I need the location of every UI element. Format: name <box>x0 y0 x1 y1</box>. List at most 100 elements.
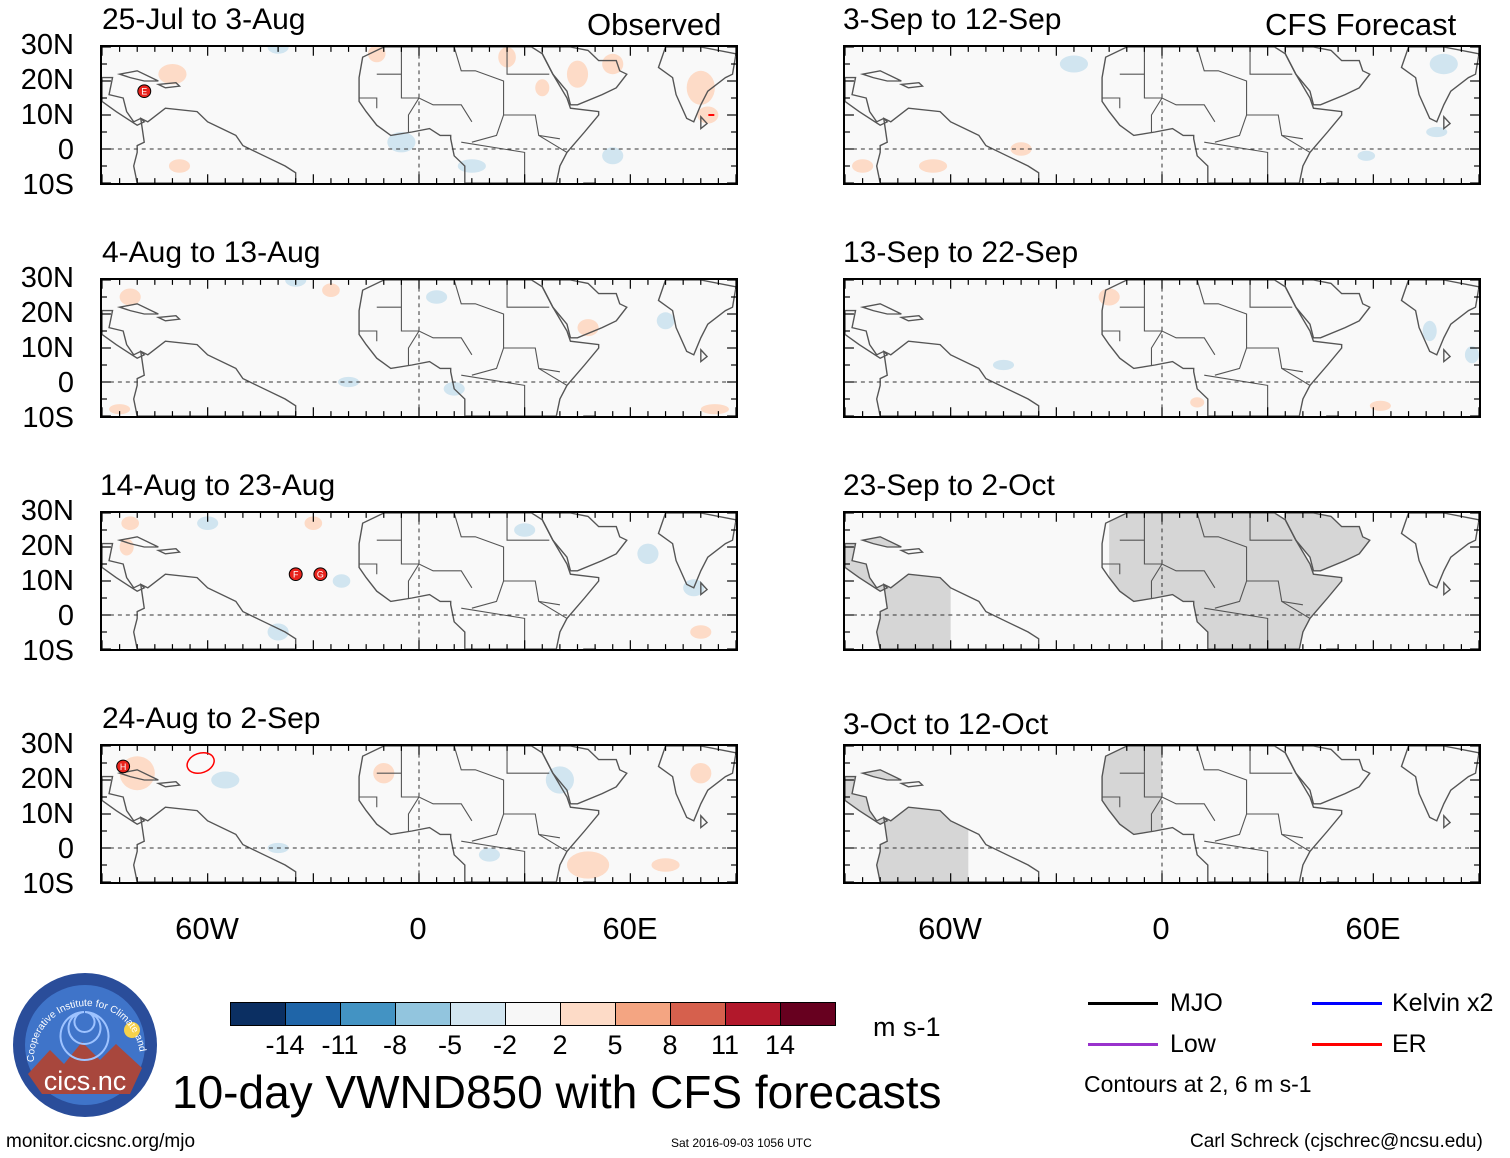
country-border <box>1150 330 1163 365</box>
country-border <box>1102 796 1121 808</box>
country-border <box>1143 746 1216 822</box>
country-border <box>1143 513 1216 589</box>
coastline <box>132 806 297 882</box>
logo-text: cics.nc <box>44 1066 127 1096</box>
coastline <box>1101 280 1343 416</box>
lat-label: 10S <box>22 402 74 434</box>
coastline <box>859 303 902 315</box>
coastline <box>116 303 159 315</box>
country-border <box>1281 833 1311 852</box>
country-border <box>1143 280 1216 356</box>
lat-label: 0 <box>57 367 74 399</box>
anomaly-shading <box>1357 150 1376 161</box>
coastline <box>898 82 925 89</box>
country-border <box>407 796 420 831</box>
country-border <box>503 813 560 839</box>
panel-right-2-title: 13-Sep to 22-Sep <box>843 236 1079 269</box>
lat-label: 20N <box>20 297 74 329</box>
map-svg: H <box>102 746 736 882</box>
anomaly-shading <box>918 159 948 173</box>
anomaly-shading <box>119 538 134 556</box>
cics-logo: Cooperative Institute for Climate and Sa… <box>9 964 158 1118</box>
country-border <box>461 840 526 882</box>
country-border <box>1246 580 1303 606</box>
colorbar-tick-label: -8 <box>382 1030 407 1060</box>
country-border <box>461 607 526 649</box>
map-svg <box>845 47 1479 183</box>
country-border <box>453 47 505 143</box>
land-missing-shading <box>845 543 888 592</box>
map-panel-right-4 <box>843 744 1481 884</box>
map-svg <box>845 280 1479 416</box>
footer-url[interactable]: monitor.cicsnc.org/mjo <box>6 1131 196 1152</box>
country-border <box>506 280 550 308</box>
coastline <box>1400 746 1479 822</box>
coastline <box>358 47 600 183</box>
land-missing-shading <box>862 536 902 547</box>
legend-mjo-label: MJO <box>1170 989 1223 1017</box>
panel-left-1-title: 25-Jul to 3-Aug <box>102 3 306 36</box>
colorbar-tick-label: -5 <box>437 1030 462 1060</box>
legend-kelvin-line <box>1312 1002 1382 1005</box>
country-border <box>1102 330 1121 342</box>
country-border <box>506 513 550 541</box>
coastline <box>1101 746 1343 882</box>
anomaly-shading <box>426 290 448 304</box>
lon-label-right-60w: 60W <box>918 911 982 946</box>
land-missing-shading <box>1102 746 1162 882</box>
coastline <box>1284 513 1371 572</box>
coastline <box>155 548 182 555</box>
coastline <box>102 309 146 359</box>
anomaly-shading <box>1059 55 1089 73</box>
coastline <box>859 769 902 781</box>
country-border <box>1102 563 1121 575</box>
coastline <box>700 580 709 597</box>
lat-label: 20N <box>20 530 74 562</box>
country-border <box>400 47 473 123</box>
lat-label: 20N <box>20 763 74 795</box>
country-border <box>538 134 568 153</box>
colorbar-swatch <box>615 1002 671 1026</box>
land-missing-shading <box>876 807 1039 882</box>
country-border <box>1204 840 1269 882</box>
lat-label: 10N <box>20 565 74 597</box>
anomaly-shading <box>1369 400 1391 411</box>
anomaly-shading <box>651 858 680 872</box>
coastline <box>1101 513 1343 649</box>
country-border <box>1196 513 1248 609</box>
country-border <box>1249 47 1293 75</box>
lon-label-left-60w: 60W <box>175 911 239 946</box>
coastline <box>875 806 1040 882</box>
country-border <box>453 746 505 842</box>
colorbar-swatch <box>395 1002 451 1026</box>
anomaly-shading <box>545 766 574 794</box>
anomaly-shading <box>637 543 659 564</box>
anomaly-shading <box>168 159 191 173</box>
country-border <box>538 833 568 852</box>
coastline <box>657 280 736 356</box>
coastline <box>657 513 736 589</box>
coastline <box>875 573 1040 649</box>
country-border <box>461 141 526 183</box>
country-border <box>1249 746 1293 774</box>
anomaly-shading <box>566 851 610 879</box>
coastline <box>657 47 736 123</box>
lat-label: 0 <box>57 600 74 632</box>
anomaly-shading <box>690 763 712 784</box>
colorbar-swatch <box>670 1002 726 1026</box>
coastline <box>898 548 925 555</box>
coastline <box>132 107 297 183</box>
coastline <box>859 536 902 548</box>
map-panel-left-1: E <box>100 45 738 185</box>
anomaly-shading <box>367 47 386 63</box>
storm-letter: E <box>141 87 147 97</box>
coastline <box>155 315 182 322</box>
legend-mjo-line <box>1088 1002 1158 1005</box>
colorbar-swatch <box>450 1002 506 1026</box>
lat-label: 30N <box>20 262 74 294</box>
coastline <box>358 280 600 416</box>
coastline <box>155 781 182 788</box>
colorbar-swatch <box>285 1002 341 1026</box>
coastline <box>1284 746 1371 805</box>
coastline <box>845 76 889 126</box>
